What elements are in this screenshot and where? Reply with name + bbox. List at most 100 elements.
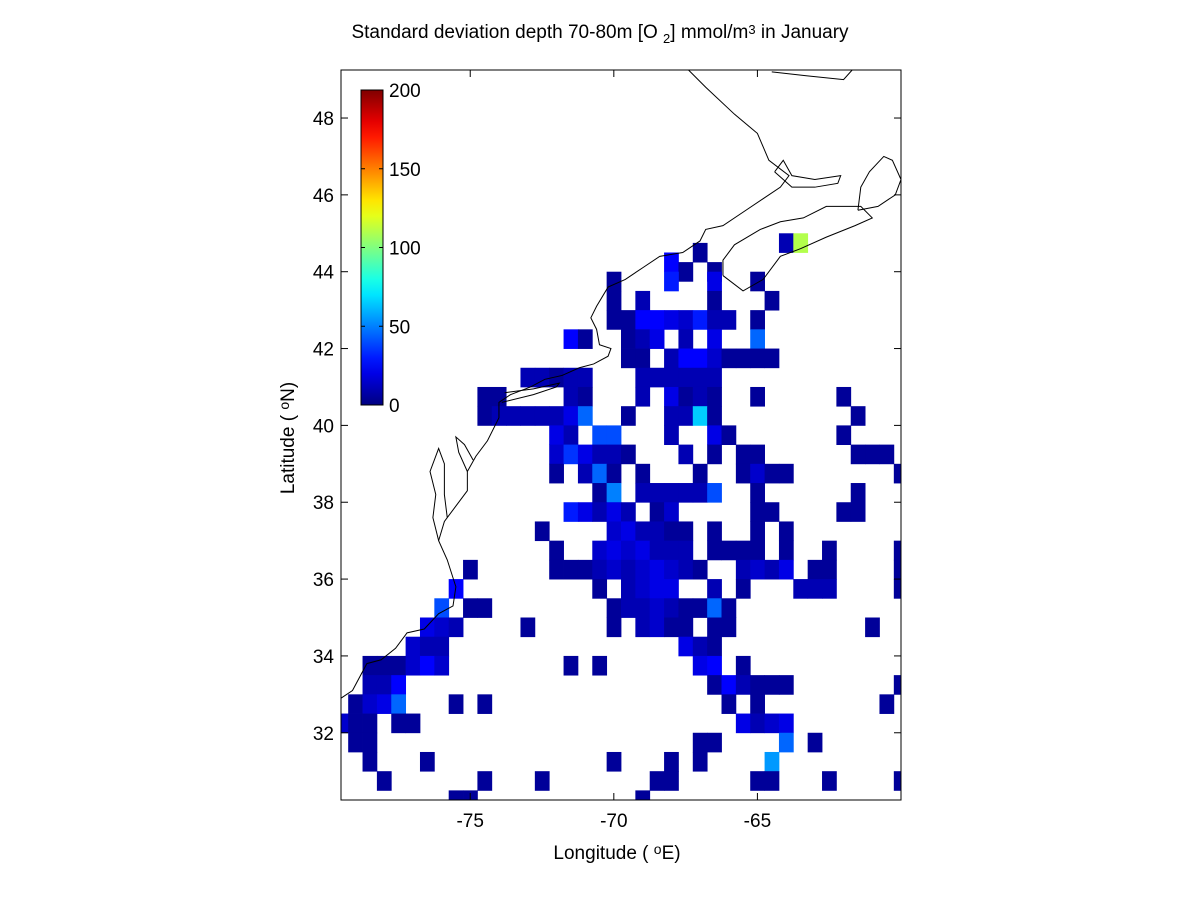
heatmap-cell: [606, 751, 622, 772]
mainland-coastline: [340, 69, 790, 699]
heatmap-cell: [434, 636, 450, 657]
heatmap-cell: [606, 598, 622, 618]
heatmap-cell: [606, 559, 622, 580]
heatmap-cell: [635, 329, 651, 349]
heatmap-cell: [664, 617, 679, 638]
heatmap-cell: [635, 367, 651, 388]
y-tick-label: 46: [313, 186, 334, 207]
heatmap-cell: [563, 329, 579, 349]
heatmap-cell: [750, 771, 765, 791]
heatmap-cell: [635, 617, 651, 638]
heatmap-cell: [778, 521, 794, 542]
heatmap-cell: [577, 386, 593, 407]
heatmap-cell: [448, 617, 464, 638]
heatmap-cell: [678, 444, 694, 465]
heatmap-cell: [750, 310, 765, 330]
heatmap-cell: [678, 636, 694, 657]
plot-frame: [340, 69, 902, 801]
heatmap-cell: [836, 502, 852, 522]
heatmap-cell: [434, 617, 450, 638]
heatmap-cell: [807, 579, 823, 599]
heatmap-cell: [463, 598, 478, 618]
heatmap-cell: [707, 483, 722, 503]
heatmap-cell: [764, 771, 780, 791]
heatmap-cell: [807, 559, 823, 580]
heatmap-cell: [592, 425, 608, 446]
heatmap-cell: [893, 579, 902, 599]
y-tick-label: 48: [313, 109, 334, 130]
heatmap-cell: [592, 579, 608, 599]
heatmap-cell: [635, 540, 651, 561]
heatmap-cell: [692, 367, 708, 388]
heatmap-cell: [692, 310, 708, 330]
heatmap-cell: [692, 732, 708, 753]
heatmap-cell: [635, 310, 651, 330]
heatmap-cell: [735, 713, 751, 734]
heatmap-cell: [893, 540, 902, 561]
heatmap-cell: [577, 463, 593, 484]
heatmap-cell: [735, 444, 751, 465]
heatmap-cell: [721, 425, 737, 446]
heatmap-cell: [391, 655, 407, 676]
heatmap-cell: [893, 463, 902, 484]
y-tick-label: 34: [313, 647, 335, 668]
heatmap-cell: [678, 483, 694, 503]
heatmap-cell: [879, 694, 895, 714]
heatmap-cell: [563, 559, 579, 580]
heatmap-cell: [865, 444, 880, 465]
heatmap-cell: [362, 751, 378, 772]
heatmap-cell: [692, 483, 708, 503]
heatmap-cell: [621, 598, 636, 618]
heatmap-cell: [577, 367, 593, 388]
nova-scotia-coastline: [722, 205, 874, 292]
heatmap-cell: [477, 598, 493, 618]
heatmap-cell: [405, 713, 421, 734]
heatmap-cell: [750, 483, 765, 503]
heatmap-cell: [549, 540, 564, 561]
heatmap-cell: [707, 386, 722, 407]
y-tick-label: 36: [313, 570, 334, 591]
cape-breton-coastline: [857, 155, 902, 211]
colorbar-tick-label: 150: [389, 160, 421, 181]
heatmap-cell: [750, 386, 765, 407]
heatmap-cell: [750, 444, 765, 465]
heatmap-cell: [692, 751, 708, 772]
heatmap-cell: [534, 406, 550, 426]
heatmap-cell: [664, 771, 679, 791]
heatmap-cell: [850, 444, 866, 465]
heatmap-cell: [707, 617, 722, 638]
heatmap-cell: [707, 367, 722, 388]
heatmap-cell: [822, 579, 837, 599]
heatmap-cell: [563, 655, 579, 676]
heatmap-cell: [606, 483, 622, 503]
heatmap-cell: [448, 579, 464, 599]
heatmap-cell: [707, 310, 722, 330]
heatmap-cell: [735, 579, 751, 599]
heatmap-cell: [707, 406, 722, 426]
heatmap-cell: [649, 483, 665, 503]
heatmap-cell: [621, 559, 636, 580]
heatmap-cell: [592, 444, 608, 465]
heatmap-cell: [649, 367, 665, 388]
heatmap-cell: [664, 406, 679, 426]
heatmap-cell: [577, 406, 593, 426]
heatmap-cell: [405, 655, 421, 676]
heatmap-cell: [577, 502, 593, 522]
heatmap-cell: [592, 540, 608, 561]
heatmap-cell: [592, 559, 608, 580]
heatmap-cell: [692, 386, 708, 407]
heatmap-cell: [764, 675, 780, 695]
heatmap-cell: [692, 598, 708, 618]
heatmap-cell: [391, 675, 407, 695]
delaware-bay-coastline: [455, 435, 474, 472]
heatmap-cell: [735, 348, 751, 369]
heatmap-cell: [534, 367, 550, 388]
colorbar-tick-label: 200: [389, 81, 421, 102]
x-tick-label: -75: [456, 811, 483, 832]
heatmap-cell: [836, 425, 852, 446]
colorbar-tick-label: 50: [389, 317, 410, 338]
heatmap-cell: [463, 559, 478, 580]
heatmap-cell: [664, 540, 679, 561]
heatmap-cell: [606, 425, 622, 446]
heatmap-cell: [893, 771, 902, 791]
